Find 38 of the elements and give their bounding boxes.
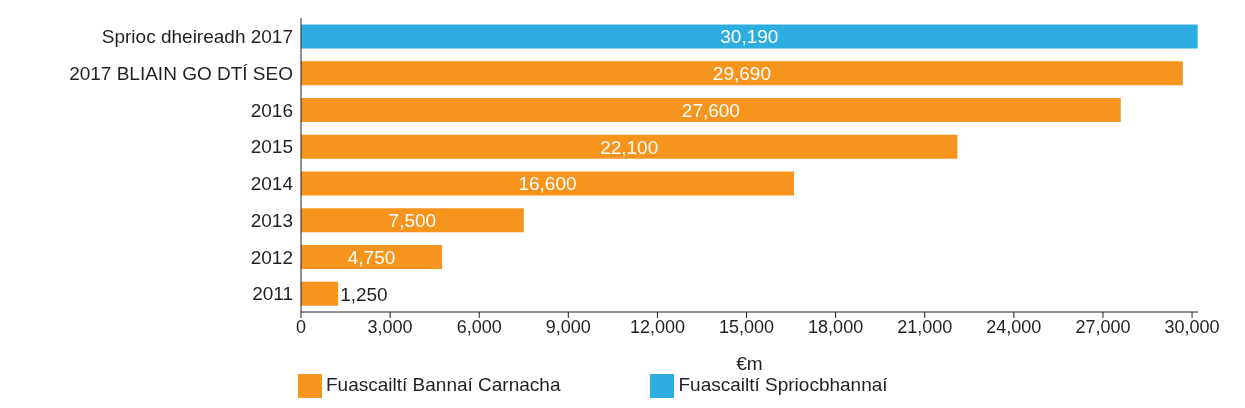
data-label: 7,500 <box>388 210 437 232</box>
data-label: 1,250 <box>340 283 388 305</box>
bar <box>301 61 1183 86</box>
x-tick-label: 9,000 <box>545 316 591 337</box>
data-label: 30,190 <box>720 26 779 48</box>
y-tick-label: 2015 <box>250 136 293 158</box>
y-tick-label: 2017 BLIAIN GO DTÍ SEO <box>69 62 293 84</box>
data-label: 4,750 <box>347 246 396 268</box>
x-tick-label: 30,000 <box>1164 316 1220 337</box>
y-tick-label: 2011 <box>252 283 293 305</box>
bar <box>301 281 339 306</box>
x-tick-label: 15,000 <box>719 316 775 337</box>
x-tick-label: 21,000 <box>897 316 953 337</box>
data-label: 29,690 <box>712 63 771 85</box>
legend-label: Fuascailtí Bannaí Carnacha <box>326 374 561 396</box>
x-tick-label: 6,000 <box>456 316 502 337</box>
x-axis-title: €m <box>736 353 763 374</box>
x-tick-label: 27,000 <box>1075 316 1131 337</box>
x-tick-label: 12,000 <box>629 316 685 337</box>
x-tick-label: 18,000 <box>808 316 864 337</box>
y-tick-label: Sprioc dheireadh 2017 <box>101 26 293 48</box>
x-tick-label: 24,000 <box>986 316 1042 337</box>
data-label: 22,100 <box>600 136 659 158</box>
x-tick-label: 3,000 <box>367 316 413 337</box>
bar <box>301 98 1121 123</box>
bar <box>301 24 1198 49</box>
y-tick-label: 2013 <box>250 209 293 231</box>
y-tick-label: 2012 <box>250 246 293 268</box>
legend-label: Fuascailtí Spriocbhannaí <box>678 374 888 396</box>
x-tick-label: 0 <box>295 316 307 337</box>
data-label: 27,600 <box>681 99 740 121</box>
bar <box>301 134 958 159</box>
y-tick-label: 2014 <box>250 173 294 195</box>
bar <box>301 208 524 233</box>
bar <box>301 171 795 196</box>
bar <box>301 245 443 270</box>
y-tick-label: 2016 <box>250 99 293 121</box>
data-label: 16,600 <box>518 173 577 195</box>
